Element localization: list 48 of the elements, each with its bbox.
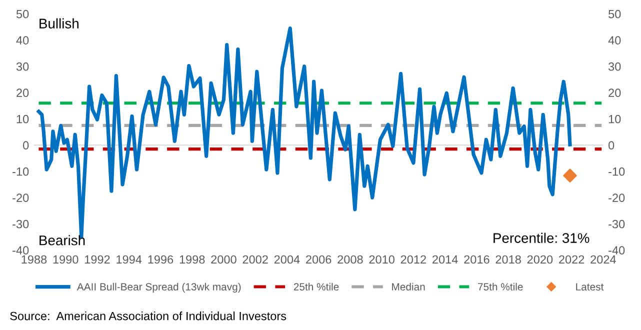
x-tick-label: 1994 bbox=[116, 255, 142, 264]
legend-label: 25th %tile bbox=[294, 282, 339, 291]
y-tick-label: -40 bbox=[12, 246, 29, 255]
y-tick-label: 20 bbox=[16, 88, 29, 98]
y2-tick-label: 10 bbox=[608, 114, 621, 124]
y2-tick-label: 0 bbox=[608, 141, 614, 150]
y-tick-label: -20 bbox=[12, 194, 29, 202]
y-tick-label: 10 bbox=[16, 114, 29, 124]
y-tick-label: 50 bbox=[16, 10, 29, 18]
y-tick-label: -30 bbox=[12, 220, 29, 228]
x-tick-label: 2006 bbox=[306, 255, 332, 264]
y2-tick-label: 50 bbox=[608, 10, 621, 18]
legend-label: AAII Bull-Bear Spread (13wk mavg) bbox=[76, 282, 241, 293]
x-tick-label: 1996 bbox=[148, 255, 174, 264]
x-tick-label: 2016 bbox=[464, 255, 490, 264]
y2-tick-label: 30 bbox=[608, 62, 621, 71]
y-tick-label: 30 bbox=[16, 62, 29, 71]
y-tick-label: -10 bbox=[12, 167, 29, 176]
x-tick-label: 2014 bbox=[432, 255, 458, 264]
y2-tick-label: 20 bbox=[608, 88, 621, 98]
y-tick-label: 40 bbox=[16, 36, 29, 45]
x-tick-label: 2012 bbox=[400, 255, 426, 264]
x-tick-label: 1990 bbox=[53, 255, 78, 264]
x-tick-label: 2020 bbox=[527, 255, 553, 264]
x-tick-label: 2004 bbox=[274, 255, 300, 264]
x-tick-label: 2008 bbox=[338, 255, 363, 264]
x-tick-label: 1988 bbox=[22, 255, 47, 264]
annotation: Bullish bbox=[40, 18, 78, 28]
x-tick-label: 2000 bbox=[211, 255, 236, 264]
annotation: Bearish bbox=[40, 235, 85, 246]
x-tick-label: 1992 bbox=[84, 255, 110, 264]
y2-tick-label: -40 bbox=[608, 246, 625, 255]
x-tick-label: 2010 bbox=[369, 255, 394, 264]
y2-tick-label: -10 bbox=[608, 167, 625, 176]
x-tick-label: 2022 bbox=[559, 255, 584, 264]
y-tick-label: 0 bbox=[23, 141, 29, 150]
x-tick-label: 2002 bbox=[242, 255, 268, 264]
y2-tick-label: -20 bbox=[608, 194, 625, 202]
source-note: Source: American Association of Individual Investors bbox=[10, 312, 286, 320]
legend-label: 75th %tile bbox=[478, 282, 523, 291]
y2-tick-label: 40 bbox=[608, 36, 621, 45]
x-tick-label: 1998 bbox=[180, 255, 205, 264]
legend-label: Latest bbox=[576, 283, 604, 291]
annotation: Percentile: 31% bbox=[494, 232, 590, 243]
x-tick-label: 2018 bbox=[496, 255, 521, 264]
y2-tick-label: -30 bbox=[608, 220, 625, 228]
legend-label: Median bbox=[392, 282, 425, 291]
x-tick-label: 2024 bbox=[590, 255, 616, 264]
